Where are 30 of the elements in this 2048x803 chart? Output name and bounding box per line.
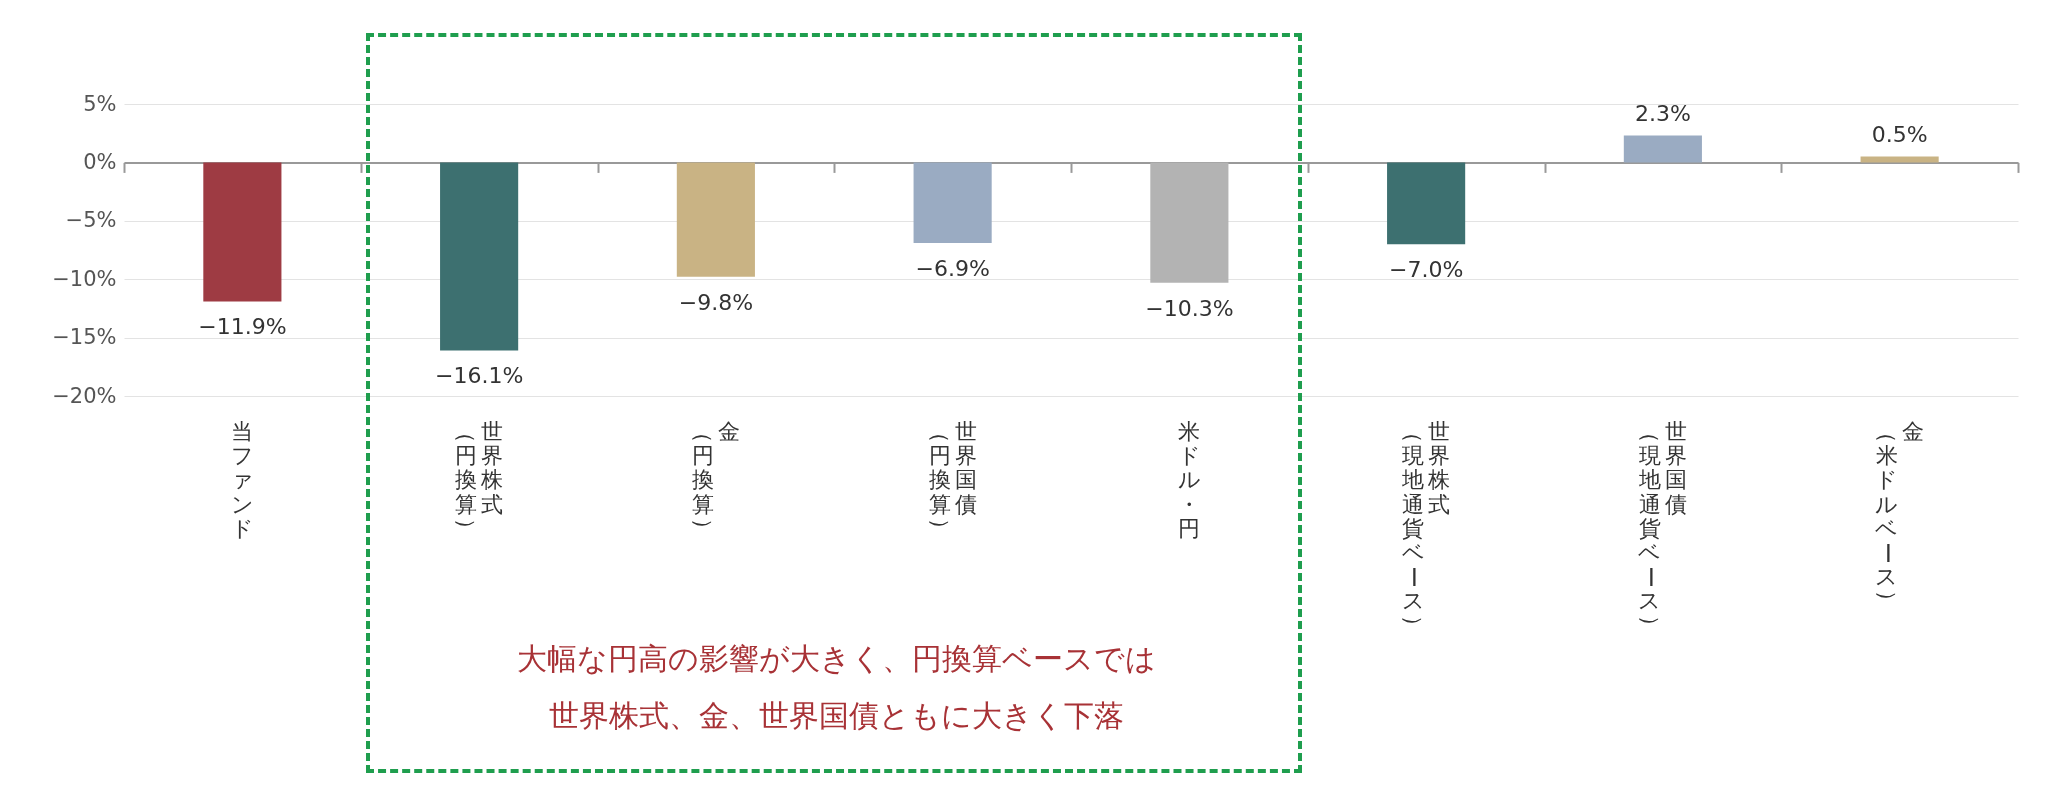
bar [440,162,519,351]
bar [676,162,755,277]
bar [1150,162,1229,283]
category-label: 世界国債（円換算） [927,419,977,540]
y-tick-label: −10% [52,266,117,291]
y-tick-label: −20% [52,383,117,408]
bar [913,162,992,243]
data-label: −16.1% [434,363,524,389]
category-label: 世界株式（円換算） [454,419,504,540]
y-tick-label: −15% [52,325,117,350]
category-label: 金（米ドルベース） [1874,419,1924,613]
y-tick-label: −5% [65,208,117,233]
x-tick-label: 米ドル・円 [1177,419,1201,541]
category-label: 世界国債（現地通貨ベース） [1637,419,1687,637]
data-label: −11.9% [198,314,287,340]
data-label: −9.8% [678,289,754,315]
data-label: −10.3% [1145,295,1234,321]
y-tick-label: 5% [83,91,117,116]
bar [203,162,282,302]
data-label: 2.3% [1634,100,1691,126]
bar [1623,135,1702,163]
bar [1387,162,1466,245]
y-tick-label: 0% [83,149,117,174]
category-label: 世界株式（現地通貨ベース） [1401,419,1451,637]
data-label: −6.9% [915,255,990,281]
data-label: −7.0% [1388,257,1464,283]
x-tick-label: 当ファンド [230,419,254,541]
x-tick-label: 金（円換算） [690,419,740,540]
data-label: 0.5% [1871,121,1928,147]
text: 大幅な円高の影響が大きく、円換算ベースでは世界株式、金、世界国債ともに大きく下落 [516,640,1157,735]
